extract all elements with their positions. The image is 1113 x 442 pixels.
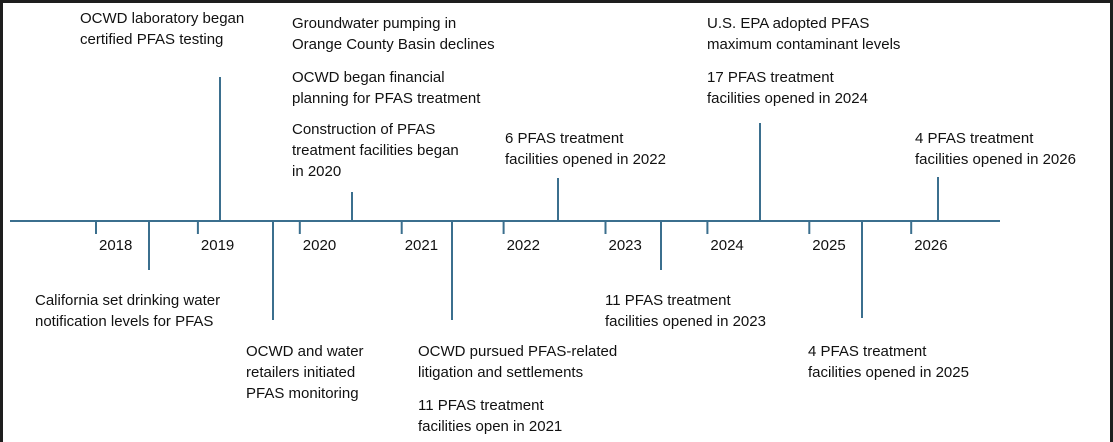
event-text: OCWD laboratory began: [80, 10, 244, 27]
year-label: 2022: [507, 237, 540, 254]
event-text: maximum contaminant levels: [707, 36, 900, 53]
event-text: OCWD and water: [246, 343, 364, 360]
year-label: 2023: [609, 237, 642, 254]
event-text: litigation and settlements: [418, 364, 583, 381]
event-text: in 2020: [292, 163, 341, 180]
event-text: OCWD pursued PFAS-related: [418, 343, 617, 360]
event-text: facilities open in 2021: [418, 418, 562, 435]
event-text: U.S. EPA adopted PFAS: [707, 15, 869, 32]
event-text: facilities opened in 2026: [915, 151, 1076, 168]
event-text: OCWD began financial: [292, 69, 445, 86]
event-text: 6 PFAS treatment: [505, 130, 624, 147]
event-text: 4 PFAS treatment: [808, 343, 927, 360]
event-text: planning for PFAS treatment: [292, 90, 481, 107]
year-label: 2019: [201, 237, 234, 254]
event-text: Construction of PFAS: [292, 121, 435, 138]
event-text: California set drinking water: [35, 292, 220, 309]
event-text: notification levels for PFAS: [35, 313, 213, 330]
year-label: 2021: [405, 237, 438, 254]
event-text: facilities opened in 2024: [707, 90, 868, 107]
event-text: retailers initiated: [246, 364, 355, 381]
event-text: Orange County Basin declines: [292, 36, 495, 53]
year-label: 2020: [303, 237, 336, 254]
event-text: 11 PFAS treatment: [418, 397, 544, 414]
event-text: facilities opened in 2022: [505, 151, 666, 168]
event-text: 4 PFAS treatment: [915, 130, 1034, 147]
event-text: facilities opened in 2025: [808, 364, 969, 381]
event-text: PFAS monitoring: [246, 385, 359, 402]
event-text: 17 PFAS treatment: [707, 69, 835, 86]
event-text: treatment facilities began: [292, 142, 459, 159]
event-text: 11 PFAS treatment: [605, 292, 731, 309]
event-text: certified PFAS testing: [80, 31, 223, 48]
year-label: 2024: [710, 237, 743, 254]
year-label: 2025: [812, 237, 845, 254]
year-label: 2018: [99, 237, 132, 254]
year-label: 2026: [914, 237, 947, 254]
event-text: facilities opened in 2023: [605, 313, 766, 330]
event-text: Groundwater pumping in: [292, 15, 456, 32]
